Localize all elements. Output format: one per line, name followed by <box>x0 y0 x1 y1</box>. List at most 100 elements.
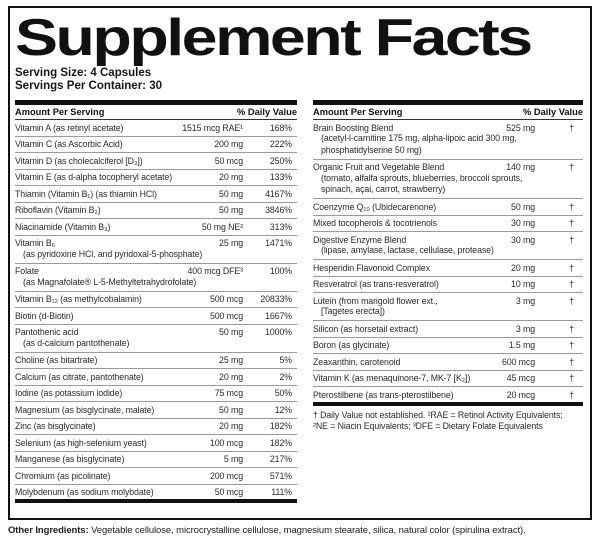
row-name: Mixed tocopherols & tocotrienols <box>313 218 437 228</box>
row-name: Resveratrol (as trans-resveratrol) <box>313 279 439 289</box>
row-name: Vitamin B₆ <box>15 238 56 248</box>
row-name: Zinc (as bisglycinate) <box>15 421 96 431</box>
table-row: Vitamin B₁₂ (as methylcobalamin) 500 mcg 2… <box>15 292 297 308</box>
table-row-main: Iodine (as potassium iodide) 75 mcg 50% <box>15 388 297 399</box>
row-daily-value: 182% <box>269 421 292 431</box>
row-name: Vitamin D (as cholecalciferol [D₃]) <box>15 155 143 166</box>
table-row: Vitamin C (as Ascorbic Acid) 200 mg 222% <box>15 137 297 153</box>
row-amount: 20 mg <box>219 371 243 382</box>
row-name: Niacinamide (Vitamin B₃) <box>15 221 111 232</box>
table-row-main: Choline (as bitartrate) 25 mg 5% <box>15 355 297 366</box>
row-amount: 3 mg <box>515 295 535 306</box>
table-row: Niacinamide (Vitamin B₃) 50 mg NE² 313% <box>15 219 297 236</box>
row-subtext: (as d-calcium pantothenate) <box>23 337 130 348</box>
row-name: Pterostilbene (as trans-pterostilbene) <box>313 389 454 400</box>
row-daily-value: † <box>569 122 574 133</box>
row-amount: 20 mg <box>511 262 535 273</box>
serving-info: Serving Size: 4 Capsules Servings Per Co… <box>15 67 585 93</box>
facts-columns: Amount Per Serving % Daily Value Vitamin… <box>15 100 585 503</box>
row-name: Vitamin B₁₂ (as methylcobalamin) <box>15 294 142 304</box>
daily-value-header: % Daily Value <box>523 107 583 117</box>
row-daily-value: † <box>569 262 574 273</box>
row-daily-value: † <box>569 356 574 367</box>
table-row: Brain Boosting Blend 525 mg † (acetyl-l-car… <box>313 120 583 160</box>
row-amount: 1515 mcg RAE¹ <box>182 122 243 133</box>
table-row-main: Resveratrol (as trans-resveratrol) 10 mg † <box>313 279 583 290</box>
row-amount: 5 mg <box>223 454 243 464</box>
table-header: Amount Per Serving % Daily Value <box>15 105 297 120</box>
table-row-main: Pantothenic acid 50 mg 1000% <box>15 327 297 338</box>
row-daily-value: † <box>569 389 574 400</box>
table-row: Chromium (as picolinate) 200 mcg 571% <box>15 468 297 485</box>
row-name: Boron (as glycinate) <box>313 340 390 350</box>
table-row: Zinc (as bisglycinate) 20 mg 182% <box>15 419 297 435</box>
row-amount: 100 mcg <box>209 437 243 448</box>
table-row-main: Vitamin K (as menaquinone-7, MK-7 [K₂]) 4… <box>313 373 583 384</box>
table-row: Vitamin B₆ 25 mg 1471% (as pyridoxine HCl, … <box>15 236 297 264</box>
row-amount: 45 mcg <box>506 373 535 383</box>
table-row-main: Hesperidin Flavonoid Complex 20 mg † <box>313 263 583 274</box>
table-row: Molybdenum (as sodium molybdate) 50 mcg 11… <box>15 485 297 501</box>
table-row-main: Silicon (as horsetail extract) 3 mg † <box>313 324 583 335</box>
row-name: Iodine (as potassium iodide) <box>15 388 123 398</box>
nutrition-table-left: Amount Per Serving % Daily Value Vitamin… <box>15 100 297 503</box>
row-amount: 1.5 mg <box>508 340 535 350</box>
row-amount: 525 mg <box>506 122 535 133</box>
row-amount: 20 mg <box>219 172 243 182</box>
row-daily-value: 111% <box>271 487 292 497</box>
row-amount: 140 mg <box>506 162 535 172</box>
row-amount: 20 mg <box>219 421 243 431</box>
daily-value-header: % Daily Value <box>237 107 297 117</box>
table-row: Manganese (as bisglycinate) 5 mg 217% <box>15 452 297 468</box>
row-name: Silicon (as horsetail extract) <box>313 323 419 334</box>
row-daily-value: 1000% <box>265 327 292 337</box>
table-row-main: Zinc (as bisglycinate) 20 mg 182% <box>15 421 297 432</box>
table-row-main: Brain Boosting Blend 525 mg † <box>313 123 583 134</box>
table-row-main: Thiamin (Vitamin B₁) (as thiamin HCl) 50 … <box>15 189 297 200</box>
table-row-main: Organic Fruit and Vegetable Blend 140 mg † <box>313 162 583 173</box>
table-row: Biotin (d-Biotin) 500 mcg 1667% <box>15 308 297 325</box>
row-daily-value: 12% <box>274 404 292 415</box>
row-name: Thiamin (Vitamin B₁) (as thiamin HCl) <box>15 188 157 199</box>
row-amount: 400 mcg DFE³ <box>187 266 243 276</box>
table-row: Choline (as bitartrate) 25 mg 5% <box>15 353 297 369</box>
row-name: Vitamin K (as menaquinone-7, MK-7 [K₂]) <box>313 373 471 383</box>
table-row: Digestive Enzyme Blend 30 mg † (lipase, amy… <box>313 232 583 260</box>
row-daily-value: 133% <box>269 172 292 182</box>
table-row-main: Lutein (from marigold flower ext., 3 mg † <box>313 296 583 307</box>
row-daily-value: 5% <box>279 355 292 365</box>
table-row: Boron (as glycinate) 1.5 mg † <box>313 338 583 354</box>
row-name: Vitamin C (as Ascorbic Acid) <box>15 139 123 149</box>
row-name: Molybdenum (as sodium molybdate) <box>15 487 154 497</box>
other-ingredients-label: Other Ingredients: <box>8 525 89 536</box>
row-daily-value: 313% <box>269 221 292 232</box>
table-row: Magnesium (as bisglycinate, malate) 50 mg… <box>15 402 297 419</box>
row-daily-value: 168% <box>269 122 292 133</box>
row-daily-value: † <box>569 295 574 306</box>
table-header: Amount Per Serving % Daily Value <box>313 105 583 120</box>
row-name: Coenzyme Q₁₀ (Ubidecarenone) <box>313 201 437 212</box>
table-row: Vitamin E (as d-alpha tocopheryl acetate… <box>15 170 297 186</box>
table-row: Hesperidin Flavonoid Complex 20 mg † <box>313 260 583 277</box>
table-row-main: Vitamin C (as Ascorbic Acid) 200 mg 222% <box>15 139 297 150</box>
table-row-main: Vitamin A (as retinyl acetate) 1515 mcg R… <box>15 123 297 134</box>
row-subtext: (as pyridoxine HCl, and pyridoxal-5-phos… <box>23 248 203 259</box>
table-row: Iodine (as potassium iodide) 75 mcg 50% <box>15 386 297 402</box>
row-name: Selenium (as high-selenium yeast) <box>15 437 147 448</box>
table-row-main: Vitamin B₁₂ (as methylcobalamin) 500 mcg 2… <box>15 294 297 305</box>
table-row: Lutein (from marigold flower ext., 3 mg † [… <box>313 293 583 321</box>
row-name: Biotin (d-Biotin) <box>15 310 74 321</box>
table-row-main: Selenium (as high-selenium yeast) 100 mcg… <box>15 438 297 449</box>
row-name: Folate <box>15 266 39 276</box>
table-bottom-bar <box>313 401 583 406</box>
row-amount: 50 mg NE² <box>201 221 243 232</box>
row-amount: 25 mg <box>219 355 243 365</box>
footnote-line: ²NE = Niacin Equivalents; ³DFE = Dietary… <box>313 420 543 431</box>
table-row: Pterostilbene (as trans-pterostilbene) 20… <box>313 387 583 403</box>
table-row: Vitamin K (as menaquinone-7, MK-7 [K₂]) 4… <box>313 371 583 387</box>
other-ingredients-text: Vegetable cellulose, microcrystalline ce… <box>88 525 526 536</box>
table-row: Folate 400 mcg DFE³ 100% (as Magnafolate® L… <box>15 264 297 292</box>
table-rows-left: Vitamin A (as retinyl acetate) 1515 mcg R… <box>15 120 297 500</box>
table-top-bar <box>313 100 583 105</box>
row-amount: 30 mg <box>511 234 535 245</box>
